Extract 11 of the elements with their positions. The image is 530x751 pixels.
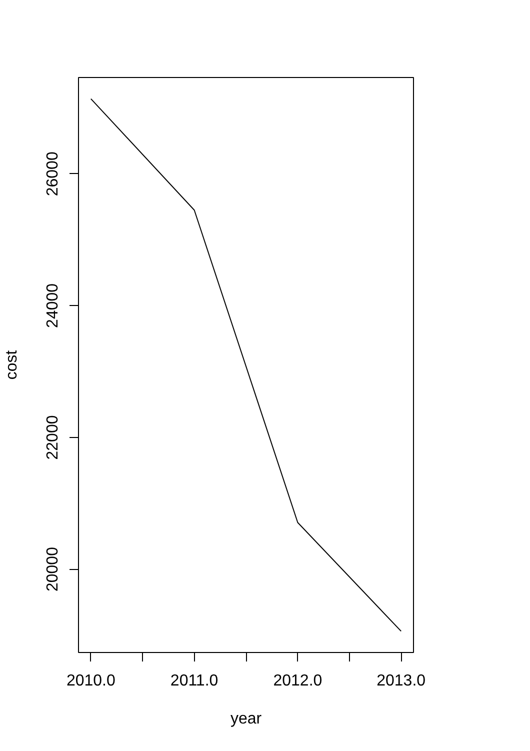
- y-tick-label: 22000: [44, 415, 62, 460]
- y-axis-title: cost: [4, 350, 20, 380]
- y-tick-label: 24000: [44, 283, 62, 328]
- x-tick-label: 2011.0: [170, 672, 218, 690]
- y-tick-label: 20000: [44, 546, 62, 592]
- line-series: [90, 98, 402, 632]
- y-tick-label: 26000: [44, 152, 62, 196]
- x-tick-label: 2010.0: [66, 672, 116, 690]
- x-axis-title: year: [230, 710, 262, 728]
- x-tick-label: 2013.0: [376, 672, 426, 690]
- x-tick-label: 2012.0: [273, 672, 322, 690]
